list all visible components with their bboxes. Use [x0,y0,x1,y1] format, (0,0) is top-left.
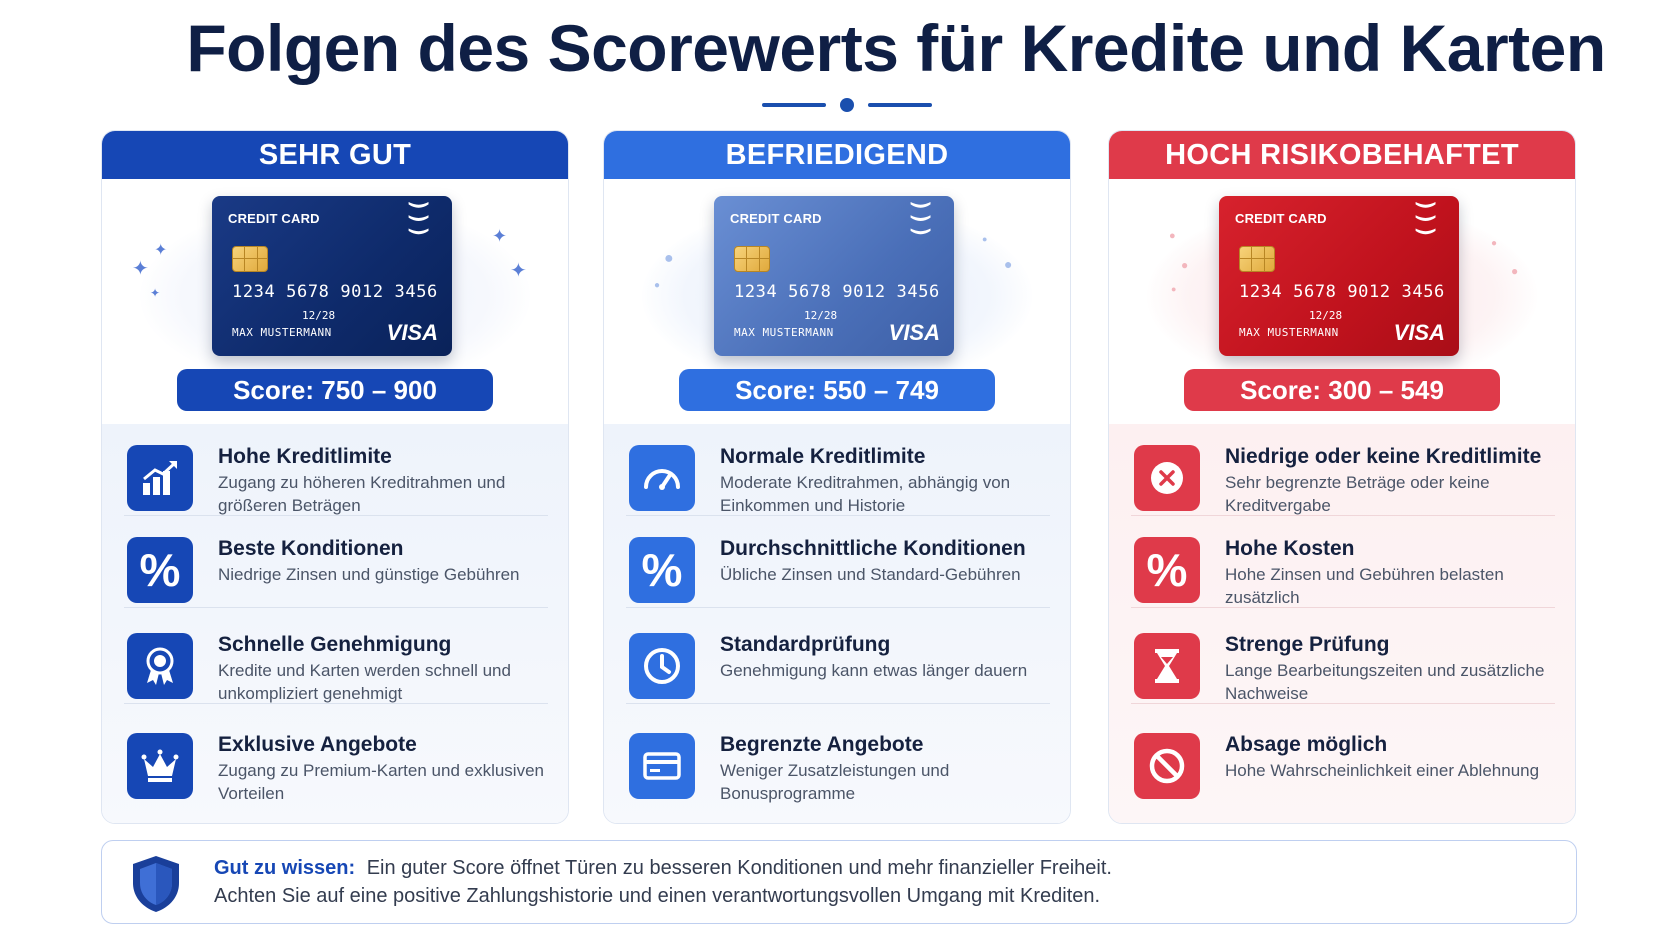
dot-icon: ● [982,234,988,244]
contactless-icon: ))) [907,198,933,239]
list-item: Hohe Kreditlimite Zugang zu höheren Kredi… [124,424,548,516]
visa-logo: VISA [386,320,438,345]
info-box: Gut zu wissen: Ein guter Score öffnet Tü… [101,840,1577,924]
credit-card-image: CREDIT CARD ))) 1234 5678 9012 3456 12/2… [714,196,954,356]
bar-chart-up-icon [127,445,193,511]
credit-card-image: CREDIT CARD ))) 1234 5678 9012 3456 12/2… [212,196,452,356]
contactless-icon: ))) [1412,198,1438,239]
list-item: Begrenzte Angebote Weniger Zusatzleistung… [626,712,1050,804]
sparkle-icon: ✦ [150,286,161,300]
score-range-badge: Score: 550 – 749 [679,369,995,411]
credit-card-image: CREDIT CARD ))) 1234 5678 9012 3456 12/2… [1219,196,1459,356]
dot-icon: ● [1181,258,1189,272]
list-item: Normale Kreditlimite Moderate Kreditrahme… [626,424,1050,516]
info-label: Gut zu wissen: [214,857,356,879]
list-item: Niedrige oder keine Kreditlimite Sehr beg… [1131,424,1555,516]
clock-icon [629,633,695,699]
award-ribbon-icon [127,633,193,699]
score-range-badge: Score: 750 – 900 [177,369,493,411]
x-circle-icon [1134,445,1200,511]
list-item: % Beste Konditionen Niedrige Zinsen und g… [124,516,548,608]
dot-icon: ● [1171,284,1177,294]
title-divider [762,98,932,112]
gauge-icon [629,445,695,511]
panel-befriedigend: BEFRIEDIGEND ● ● ● ● CREDIT CARD ))) 123… [603,130,1071,824]
visa-logo: VISA [1393,320,1445,345]
info-text-line2: Achten Sie auf eine positive Zahlungshis… [214,885,1101,907]
info-text-line1: Ein guter Score öffnet Türen zu besseren… [366,857,1112,879]
page-title: Folgen des Scorewerts für Kredite und Ka… [186,11,1606,85]
sparkle-icon: ✦ [154,242,168,259]
panel-header: SEHR GUT [102,131,568,179]
list-item: Standardprüfung Genehmigung kann etwas lä… [626,612,1050,704]
dot-icon: ● [1004,256,1013,272]
chip-icon [232,246,268,272]
panel-sehr-gut: SEHR GUT ✦ ✦ ✦ ✦ ✦ CREDIT CARD ))) 1234 … [101,130,569,824]
chip-icon [734,246,770,272]
percent-icon: % [1134,537,1200,603]
shield-icon [133,856,179,912]
list-item: Strenge Prüfung Lange Bearbeitungszeiten … [1131,612,1555,704]
dot-icon: ● [654,280,661,291]
panel-header: HOCH RISIKOBEHAFTET [1109,131,1575,179]
list-item: % Durchschnittliche Konditionen Übliche Z… [626,516,1050,608]
sparkle-icon: ✦ [132,258,149,280]
list-item: Absage möglich Hohe Wahrscheinlichkeit ei… [1131,712,1555,804]
sparkle-icon: ✦ [492,226,508,246]
dot-icon: ● [1169,230,1176,242]
contactless-icon: ))) [405,198,431,239]
score-range-badge: Score: 300 – 549 [1184,369,1500,411]
percent-icon: % [127,537,193,603]
dot-icon: ● [664,250,674,267]
chip-icon [1239,246,1275,272]
prohibited-icon [1134,733,1200,799]
list-item: Schnelle Genehmigung Kredite und Karten w… [124,612,548,704]
list-item: Exklusive Angebote Zugang zu Premium-Kart… [124,712,548,804]
panel-header: BEFRIEDIGEND [604,131,1070,179]
hourglass-icon [1134,633,1200,699]
card-icon [629,733,695,799]
visa-logo: VISA [888,320,940,345]
dot-icon: ● [1511,264,1519,278]
list-item: % Hohe Kosten Hohe Zinsen und Gebühren be… [1131,516,1555,608]
dot-icon: ● [1491,238,1498,249]
sparkle-icon: ✦ [510,260,527,282]
crown-icon [127,733,193,799]
panel-hoch-risikobehaftet: HOCH RISIKOBEHAFTET ● ● ● ● ● CREDIT CAR… [1108,130,1576,824]
percent-icon: % [629,537,695,603]
